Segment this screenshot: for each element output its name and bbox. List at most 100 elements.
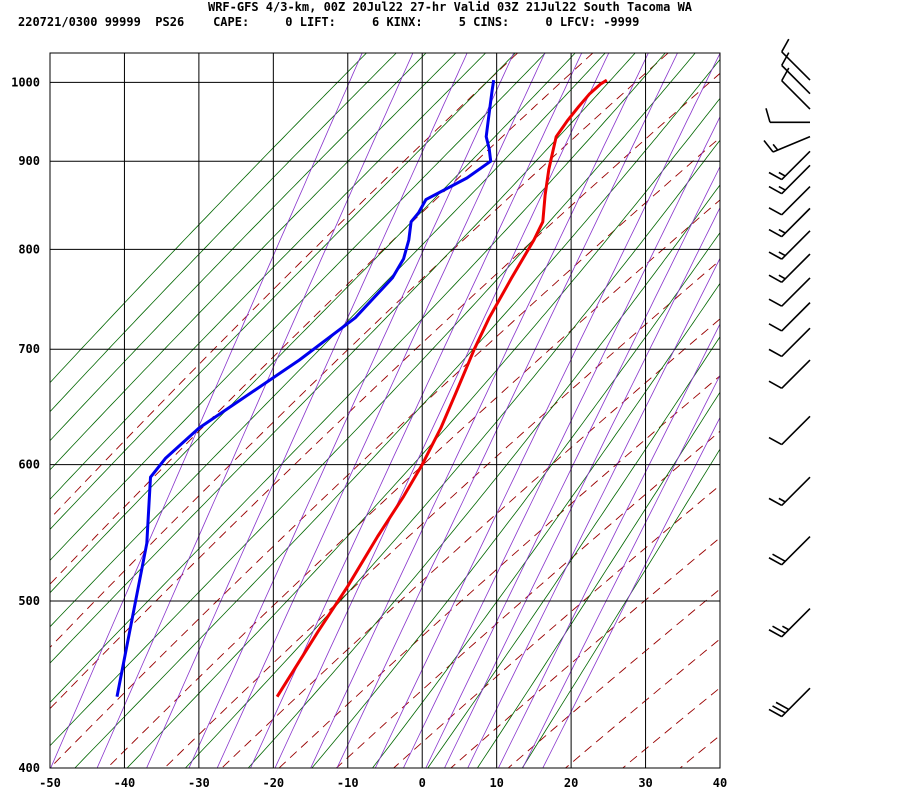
- chart-title: WRF-GFS 4/3-km, 00Z 20Jul22 27-hr Valid …: [207, 0, 693, 14]
- wind-barb: [768, 185, 811, 216]
- wind-barb: [768, 302, 811, 332]
- barb-staff: [781, 64, 811, 95]
- mixing-ratio-line: [250, 53, 583, 768]
- dry-adiabat: [164, 259, 720, 768]
- barb-flag: [768, 380, 783, 389]
- wind-barbs: [763, 38, 811, 718]
- dry-adiabat: [50, 72, 720, 710]
- barb-flag: [772, 553, 786, 562]
- moist-adiabat: [50, 53, 696, 747]
- barb-staff: [781, 535, 811, 566]
- mixing-ratio-line: [336, 53, 678, 768]
- barb-staff: [781, 415, 811, 446]
- y-tick-label: 400: [18, 761, 40, 775]
- barb-half-flag: [782, 625, 790, 631]
- barb-half-flag: [778, 497, 786, 503]
- barb-flag: [768, 228, 783, 238]
- y-tick-label: 800: [18, 242, 40, 256]
- wind-barb: [781, 67, 811, 110]
- barb-flag: [772, 625, 786, 634]
- x-tick-label: -50: [39, 776, 61, 790]
- barb-half-flag: [778, 228, 786, 234]
- dewpoint-profile: [115, 79, 496, 697]
- barb-flag: [768, 274, 783, 283]
- barb-staff: [781, 687, 811, 718]
- dry-adiabat: [622, 687, 720, 768]
- barb-half-flag: [778, 251, 786, 257]
- barb-flag: [768, 171, 783, 181]
- dry-adiabat: [50, 53, 518, 520]
- moist-adiabat: [50, 53, 457, 471]
- barb-flag: [763, 140, 774, 153]
- wind-barb: [768, 415, 811, 446]
- barb-flag: [768, 436, 783, 446]
- dry-adiabat: [737, 53, 900, 768]
- moist-adiabat: [50, 53, 487, 500]
- mixing-ratio-line: [444, 206, 720, 768]
- barb-flag: [781, 67, 790, 82]
- wind-barb: [768, 230, 811, 260]
- mixing-ratio-line: [310, 53, 649, 768]
- moist-adiabat: [126, 97, 720, 768]
- barb-flag: [768, 557, 783, 566]
- wind-barb: [768, 207, 811, 238]
- wind-barb: [768, 607, 811, 638]
- wind-barb: [768, 150, 811, 181]
- mixing-ratio-line: [96, 53, 414, 768]
- barb-staff: [781, 277, 811, 307]
- dry-adiabat: [50, 53, 669, 648]
- background-lines: [50, 53, 900, 768]
- temperature-profile: [275, 78, 608, 698]
- barb-flag: [781, 52, 790, 66]
- barb-flag: [768, 629, 783, 638]
- wind-barb: [768, 535, 811, 566]
- barb-flag: [768, 348, 783, 358]
- wind-barb: [768, 476, 811, 507]
- mixing-ratio-line: [274, 53, 610, 768]
- barb-staff: [781, 164, 811, 195]
- dry-adiabat: [221, 318, 720, 768]
- moist-adiabat: [372, 282, 720, 768]
- barb-staff: [781, 230, 811, 260]
- x-tick-label: 20: [564, 776, 578, 790]
- moist-adiabat: [50, 53, 546, 561]
- mixing-ratio-line: [374, 53, 720, 768]
- dry-adiabat: [336, 430, 720, 768]
- barb-flag: [781, 38, 790, 53]
- y-tick-label: 700: [18, 342, 40, 356]
- barb-flag: [775, 701, 790, 711]
- barb-flag: [768, 708, 783, 718]
- mixing-ratio-line: [498, 323, 720, 768]
- barb-flag: [768, 298, 783, 307]
- x-tick-label: -20: [262, 776, 284, 790]
- moist-adiabat: [50, 53, 516, 530]
- y-tick-label: 900: [18, 154, 40, 168]
- moist-adiabat: [521, 448, 720, 768]
- barb-flag: [768, 323, 783, 332]
- barb-staff: [781, 327, 811, 358]
- moist-adiabat: [74, 58, 720, 768]
- barb-staff: [781, 476, 811, 507]
- x-tick-label: 30: [638, 776, 652, 790]
- wind-barb: [768, 253, 811, 283]
- dry-adiabat: [50, 137, 720, 768]
- profile-lines: [115, 78, 608, 698]
- barb-half-flag: [778, 185, 786, 191]
- wind-barb: [768, 359, 811, 389]
- barb-flag: [768, 497, 783, 507]
- moist-adiabat: [50, 53, 636, 664]
- moist-adiabat: [50, 53, 368, 384]
- mixing-ratio-line: [403, 115, 720, 768]
- station-indices: 220721/0300 99999 PS26 CAPE: 0 LIFT: 6 K…: [18, 15, 640, 29]
- moist-adiabat: [477, 391, 720, 768]
- mixing-ratio-line: [216, 53, 546, 768]
- moist-adiabat: [185, 139, 720, 768]
- barb-staff: [781, 359, 811, 389]
- barb-flag: [772, 705, 786, 714]
- x-tick-label: 40: [713, 776, 727, 790]
- barb-staff: [781, 607, 811, 638]
- dry-adiabat: [393, 484, 720, 768]
- mixing-ratio-line: [188, 53, 515, 768]
- moist-adiabat: [50, 53, 576, 594]
